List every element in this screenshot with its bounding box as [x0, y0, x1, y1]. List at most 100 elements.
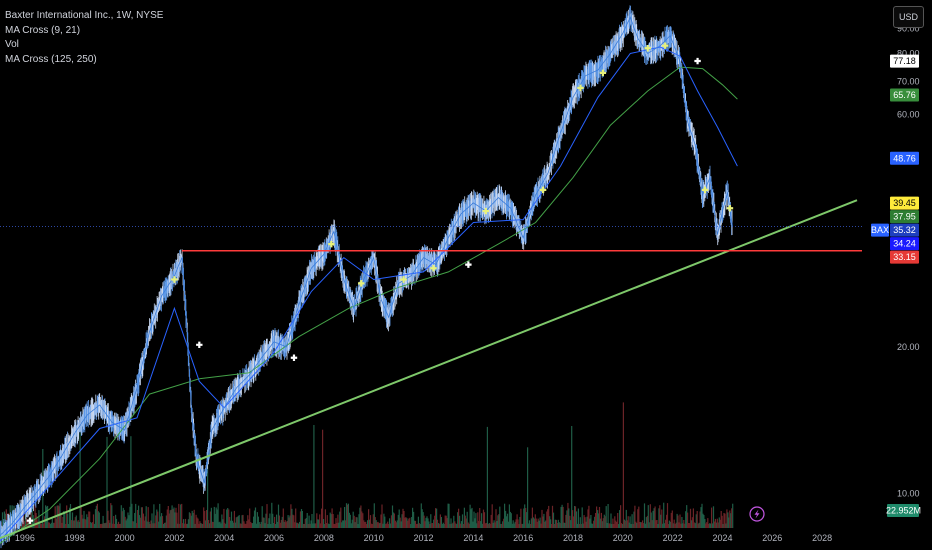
volume-bar — [597, 513, 600, 528]
volume-bar — [653, 508, 655, 528]
volume-bar — [383, 513, 385, 528]
volume-bar — [96, 503, 98, 528]
volume-bar — [114, 523, 116, 528]
volume-bar — [705, 523, 707, 528]
volume-bar — [48, 522, 51, 528]
volume-bar — [219, 521, 221, 528]
volume-bar — [688, 523, 691, 528]
volume-bar — [218, 522, 220, 528]
cross-marker — [358, 280, 365, 287]
volume-bar — [245, 523, 247, 528]
indicator-ma-cross-fast[interactable]: MA Cross (9, 21) — [5, 24, 81, 36]
indicator-volume[interactable]: Vol — [5, 39, 19, 50]
volume-bar — [330, 514, 332, 528]
currency-button[interactable]: USD — [893, 6, 924, 28]
volume-bar — [246, 520, 248, 528]
volume-bar — [144, 516, 146, 528]
volume-bar — [562, 506, 564, 528]
volume-bar — [87, 517, 89, 528]
x-tick-label: 2006 — [264, 533, 284, 543]
volume-bar — [335, 518, 337, 528]
volume-bar — [640, 522, 642, 528]
volume-bar — [443, 524, 445, 528]
volume-bar — [627, 516, 629, 528]
volume-bar — [444, 515, 446, 528]
y-tick-label: 80.00 — [897, 49, 920, 59]
price-axis[interactable]: 10.00 20.00 60.00 70.00 80.00 90.00 — [897, 24, 920, 499]
volume-bar — [129, 506, 131, 528]
volume-bar — [206, 510, 208, 528]
volume-bar — [36, 516, 38, 528]
volume-bar — [469, 504, 471, 528]
volume-bar — [716, 518, 718, 528]
symbol-tag — [871, 223, 889, 237]
x-tick-label: 2026 — [762, 533, 782, 543]
volume-bar — [726, 509, 728, 528]
volume-bar — [462, 524, 464, 528]
volume-bar — [166, 509, 168, 528]
volume-bar — [47, 522, 50, 528]
volume-bar — [521, 523, 523, 528]
volume-bar — [572, 510, 574, 528]
volume-bar — [294, 522, 296, 528]
volume-bar — [195, 514, 197, 528]
volume-bar — [31, 507, 33, 528]
volume-bar — [361, 511, 363, 528]
flash-icon[interactable] — [749, 506, 765, 522]
volume-bar — [393, 513, 395, 528]
volume-bar — [493, 520, 495, 528]
volume-bar — [276, 514, 278, 528]
volume-bar — [546, 511, 548, 528]
volume-bar — [409, 517, 411, 528]
volume-bar — [288, 517, 290, 528]
volume-bar — [238, 515, 240, 528]
volume-bar — [49, 524, 51, 528]
volume-bar — [441, 524, 443, 528]
volume-bar — [105, 522, 107, 528]
volume-bar — [528, 523, 530, 528]
volume-bar — [360, 505, 362, 528]
indicator-ma-cross-slow[interactable]: MA Cross (125, 250) — [5, 53, 97, 65]
volume-bar — [583, 515, 585, 528]
volume-bar — [711, 507, 713, 528]
volume-bar — [299, 511, 302, 528]
volume-bar — [75, 515, 77, 528]
volume-bar — [541, 509, 543, 528]
time-axis[interactable]: 1996 1998 2000 2002 2004 2006 2008 2010 2012 2014… — [15, 533, 832, 543]
volume-bar — [489, 523, 491, 528]
volume-bar — [512, 520, 514, 528]
volume-bar — [90, 522, 92, 528]
volume-bar — [452, 522, 454, 528]
volume-bar — [439, 514, 441, 528]
volume-bar — [68, 524, 70, 528]
volume-bar — [98, 512, 100, 528]
volume-bar — [472, 521, 474, 528]
volume-bar — [359, 507, 361, 528]
volume-bar — [193, 509, 195, 528]
volume-bar — [315, 523, 317, 528]
symbol-title[interactable]: Baxter International Inc., 1W, NYSE — [5, 10, 164, 21]
volume-bar — [669, 521, 671, 528]
volume-bar — [128, 515, 130, 528]
volume-bar — [550, 519, 552, 528]
volume-bar — [586, 516, 588, 528]
volume-bar — [442, 522, 444, 528]
volume-bar — [432, 523, 434, 528]
x-tick-label: 2008 — [314, 533, 334, 543]
volume-bar — [636, 523, 638, 528]
price-tag — [890, 223, 919, 237]
volume-bar — [628, 522, 630, 528]
volume-bar — [253, 510, 256, 528]
volume-bar — [381, 504, 383, 528]
volume-bar — [232, 522, 234, 528]
volume-bar — [693, 522, 695, 528]
volume-bar — [316, 513, 318, 528]
trendline[interactable] — [0, 199, 858, 540]
volume-bar — [473, 511, 475, 528]
volume-bar — [237, 516, 239, 528]
volume-bar — [66, 505, 68, 528]
x-tick-label: 2016 — [513, 533, 533, 543]
volume-bar — [552, 512, 555, 528]
volume-bar — [369, 515, 372, 528]
